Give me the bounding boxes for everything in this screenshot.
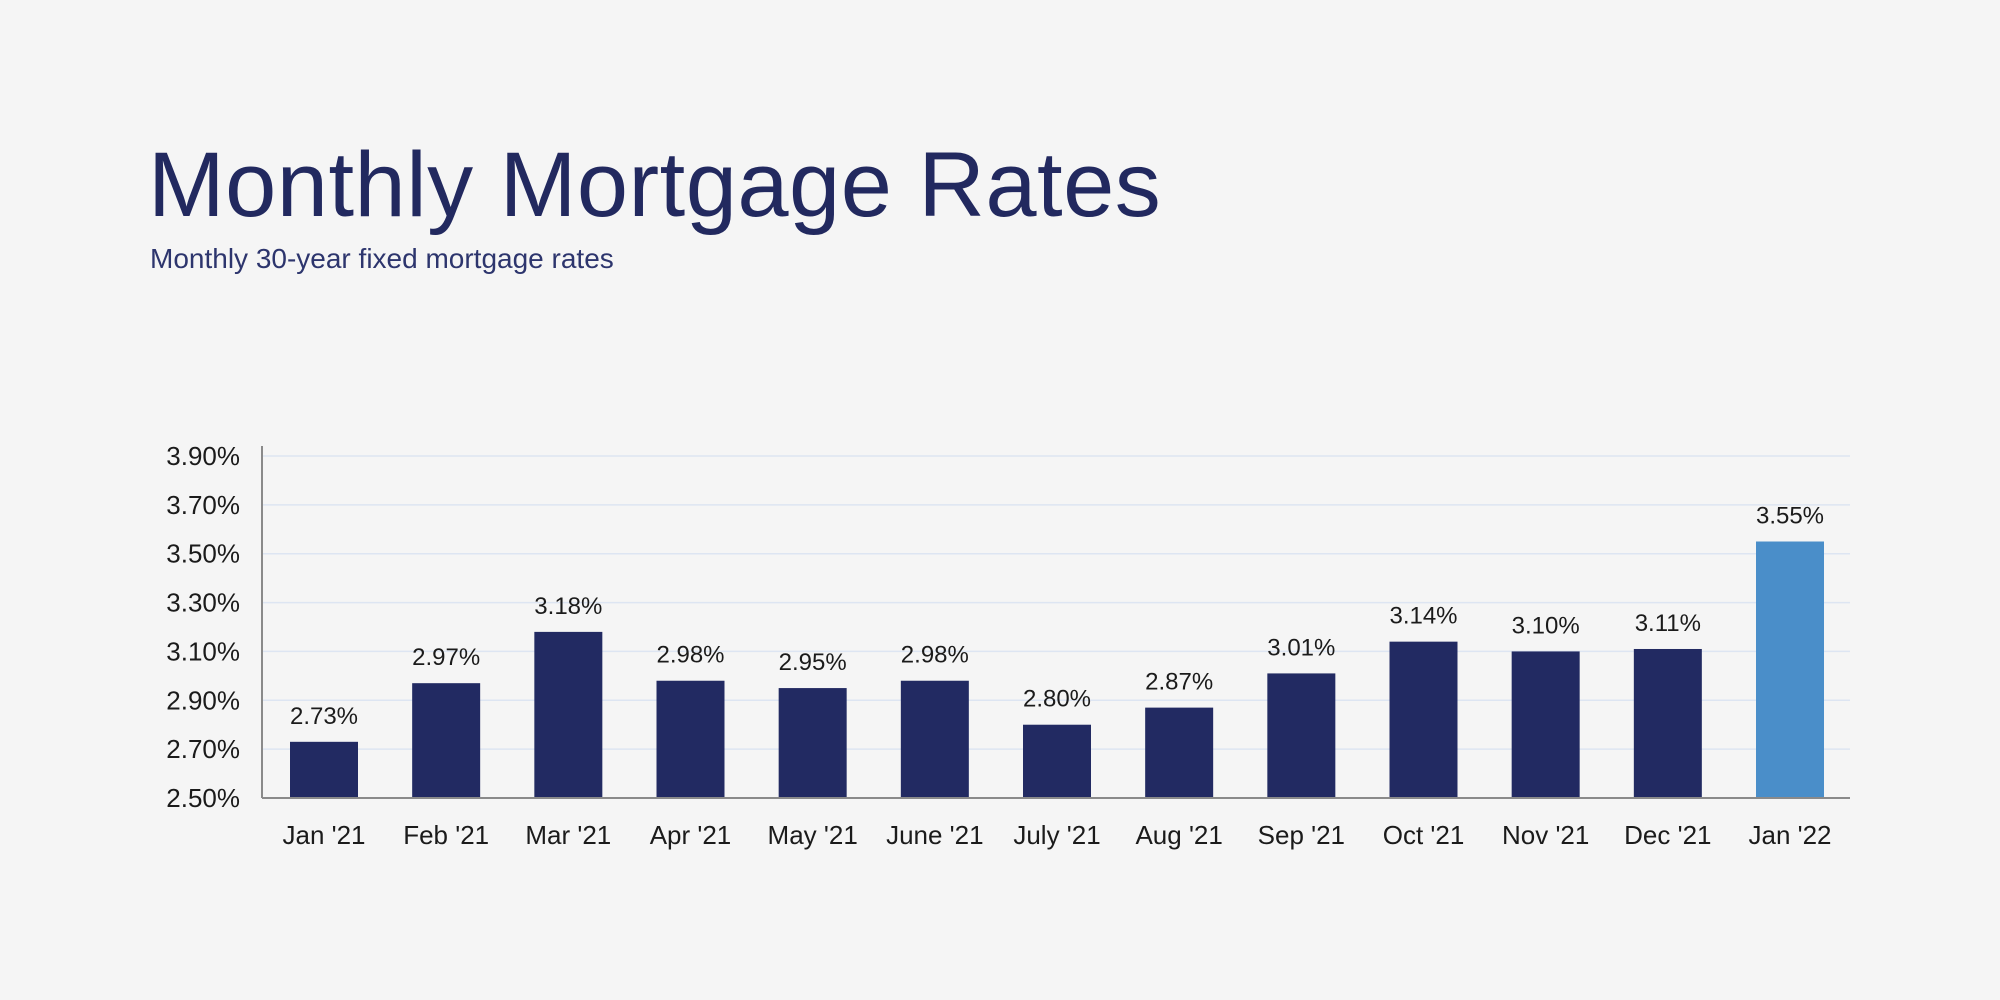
data-label: 2.95% — [779, 649, 847, 676]
bar-2 — [534, 631, 603, 798]
data-label: 3.14% — [1389, 603, 1457, 630]
x-tick-label: Jan '21 — [282, 820, 365, 850]
bar-12 — [1756, 541, 1824, 798]
x-tick-label: Dec '21 — [1624, 820, 1711, 850]
x-tick-label: Apr '21 — [650, 820, 732, 850]
page-title: Monthly Mortgage Rates — [148, 134, 1162, 236]
data-label: 2.87% — [1145, 669, 1213, 696]
data-label: 2.97% — [412, 644, 480, 671]
y-tick-label: 3.50% — [166, 539, 240, 569]
data-label: 3.11% — [1635, 610, 1701, 637]
y-tick-label: 3.90% — [166, 441, 240, 471]
y-tick-label: 3.30% — [166, 588, 240, 618]
y-tick-label: 2.50% — [166, 783, 240, 813]
data-label: 2.80% — [1023, 686, 1091, 713]
bar-4 — [778, 688, 847, 798]
x-tick-label: Mar '21 — [525, 820, 611, 850]
x-tick-label: May '21 — [768, 820, 858, 850]
gridlines — [262, 455, 1850, 750]
x-axis: Jan '21 Feb '21 Mar '21 Apr '21 May '21 June … — [262, 797, 1850, 850]
x-tick-label: Nov '21 — [1502, 820, 1589, 850]
data-label: 2.73% — [290, 703, 358, 730]
bar-7 — [1145, 707, 1214, 798]
data-label: 3.18% — [534, 593, 602, 620]
data-label: 3.10% — [1512, 612, 1580, 639]
bar-0 — [290, 741, 358, 798]
bar-3 — [656, 680, 725, 798]
y-tick-label: 2.90% — [166, 685, 240, 715]
x-tick-label: Jan '22 — [1748, 820, 1831, 850]
data-label: 3.55% — [1756, 503, 1824, 530]
data-label: 2.98% — [656, 642, 724, 669]
y-tick-label: 3.70% — [166, 490, 240, 520]
data-labels: 2.73% 2.97% 3.18% 2.98% 2.95% 2.98% 2.80% 2.87%… — [290, 503, 1824, 730]
x-tick-label: Aug '21 — [1135, 820, 1222, 850]
x-tick-label: Feb '21 — [403, 820, 489, 850]
x-tick-label: July '21 — [1013, 820, 1100, 850]
page-subtitle: Monthly 30-year fixed mortgage rates — [150, 243, 614, 274]
x-tick-label: Oct '21 — [1383, 820, 1465, 850]
y-tick-label: 2.70% — [166, 734, 240, 764]
bars — [290, 541, 1824, 798]
y-tick-label: 3.10% — [166, 636, 240, 666]
x-tick-label: June '21 — [886, 820, 984, 850]
data-label: 2.98% — [901, 642, 969, 669]
bar-1 — [412, 683, 481, 798]
bar-11 — [1633, 648, 1702, 798]
bar-6 — [1023, 724, 1091, 798]
y-axis: 2.50% 2.70% 2.90% 3.10% 3.30% 3.50% 3.70% 3.90% — [166, 441, 263, 813]
bar-9 — [1389, 641, 1458, 798]
bar-8 — [1267, 673, 1336, 798]
bar-10 — [1511, 651, 1580, 798]
data-label: 3.01% — [1267, 634, 1335, 661]
x-tick-label: Sep '21 — [1258, 820, 1345, 850]
bar-5 — [900, 680, 969, 798]
